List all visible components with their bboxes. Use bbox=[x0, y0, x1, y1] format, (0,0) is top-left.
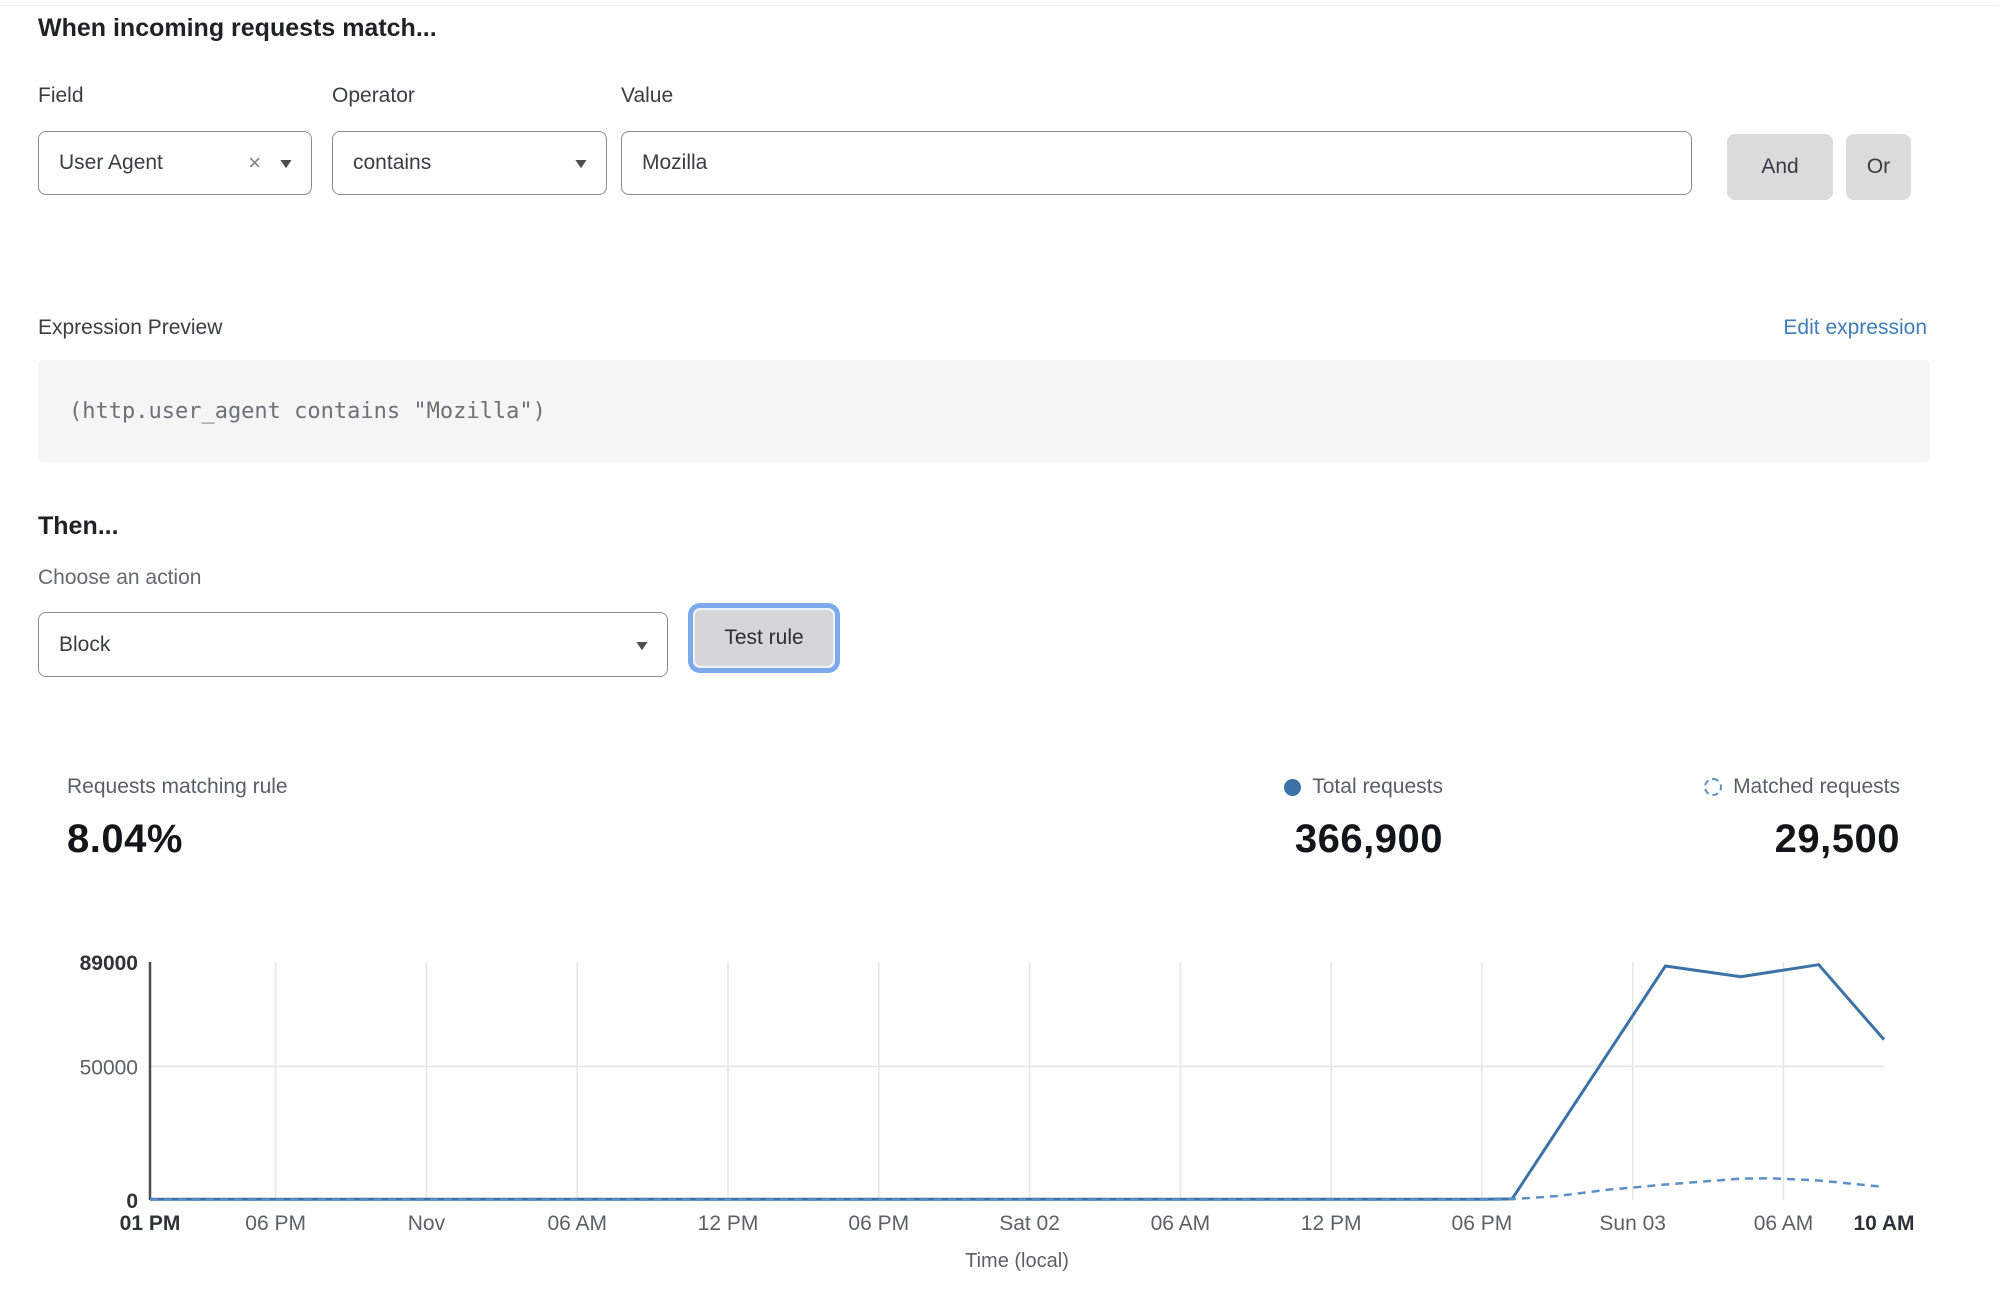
matching-rule-label: Requests matching rule bbox=[67, 775, 288, 798]
x-tick-label: 06 AM bbox=[1754, 1212, 1814, 1235]
x-tick-label: 12 PM bbox=[698, 1212, 759, 1235]
test-rule-button[interactable]: Test rule bbox=[695, 610, 833, 666]
x-tick-label: 10 AM bbox=[1853, 1212, 1914, 1235]
x-axis-title: Time (local) bbox=[965, 1250, 1069, 1272]
x-tick-label: Sun 03 bbox=[1599, 1212, 1666, 1235]
y-tick-label: 0 bbox=[126, 1190, 138, 1213]
x-tick-label: 06 PM bbox=[1452, 1212, 1513, 1235]
choose-action-label: Choose an action bbox=[38, 566, 202, 589]
x-tick-label: 12 PM bbox=[1301, 1212, 1362, 1235]
matching-rule-value: 8.04% bbox=[67, 817, 183, 861]
x-tick-label: 06 PM bbox=[245, 1212, 306, 1235]
chevron-down-icon: ▼ bbox=[632, 636, 652, 653]
action-select[interactable]: Block ▼ bbox=[38, 612, 668, 677]
then-heading: Then... bbox=[38, 512, 119, 540]
total-requests-value: 366,900 bbox=[1294, 817, 1443, 861]
x-tick-label: Sat 02 bbox=[999, 1212, 1060, 1235]
expression-code: (http.user_agent contains "Mozilla") bbox=[69, 398, 546, 424]
dashed-circle-icon bbox=[1704, 778, 1723, 796]
page-title: When incoming requests match... bbox=[38, 14, 437, 42]
requests-chart: 0 50000 89000 01 PM 06 PM Nov 06 AM 12 PM 06 PM S… bbox=[80, 952, 1915, 1272]
x-tick-label: 06 AM bbox=[1151, 1212, 1211, 1235]
action-select-value: Block bbox=[59, 632, 111, 656]
y-tick-label: 89000 bbox=[80, 952, 138, 975]
expression-preview-box: (http.user_agent contains "Mozilla") bbox=[38, 360, 1930, 462]
operator-select-value: contains bbox=[353, 151, 432, 174]
chevron-down-icon: ▼ bbox=[571, 155, 591, 171]
operator-label: Operator bbox=[332, 84, 415, 107]
y-tick-label: 50000 bbox=[80, 1056, 138, 1079]
matched-requests-value: 29,500 bbox=[1774, 817, 1900, 861]
remove-field-icon[interactable]: × bbox=[248, 150, 262, 175]
edit-expression-link[interactable]: Edit expression bbox=[1783, 316, 1927, 339]
total-requests-line bbox=[150, 963, 1886, 1201]
value-label: Value bbox=[621, 84, 674, 107]
chevron-down-icon: ▼ bbox=[276, 155, 296, 171]
matched-requests-legend: Matched requests bbox=[1704, 775, 1900, 799]
top-divider bbox=[0, 5, 1999, 6]
total-requests-legend: Total requests bbox=[1284, 775, 1443, 799]
matched-requests-label: Matched requests bbox=[1733, 775, 1900, 798]
total-requests-label: Total requests bbox=[1312, 775, 1443, 798]
x-tick-label: 06 PM bbox=[848, 1212, 909, 1235]
matched-requests-line bbox=[150, 1177, 1885, 1201]
or-button[interactable]: Or bbox=[1846, 134, 1911, 200]
value-input[interactable] bbox=[621, 131, 1692, 195]
expression-preview-label: Expression Preview bbox=[38, 316, 223, 339]
test-rule-focus-ring: Test rule bbox=[688, 603, 840, 673]
solid-dot-icon bbox=[1284, 778, 1302, 796]
x-tick-label: Nov bbox=[408, 1212, 446, 1235]
field-select[interactable]: User Agent × ▼ bbox=[38, 131, 312, 195]
and-button[interactable]: And bbox=[1727, 134, 1833, 200]
x-tick-label: 01 PM bbox=[120, 1212, 181, 1235]
operator-select[interactable]: contains ▼ bbox=[332, 131, 607, 195]
field-select-value: User Agent bbox=[59, 151, 163, 174]
x-tick-label: 06 AM bbox=[547, 1212, 607, 1235]
field-label: Field bbox=[38, 84, 84, 107]
